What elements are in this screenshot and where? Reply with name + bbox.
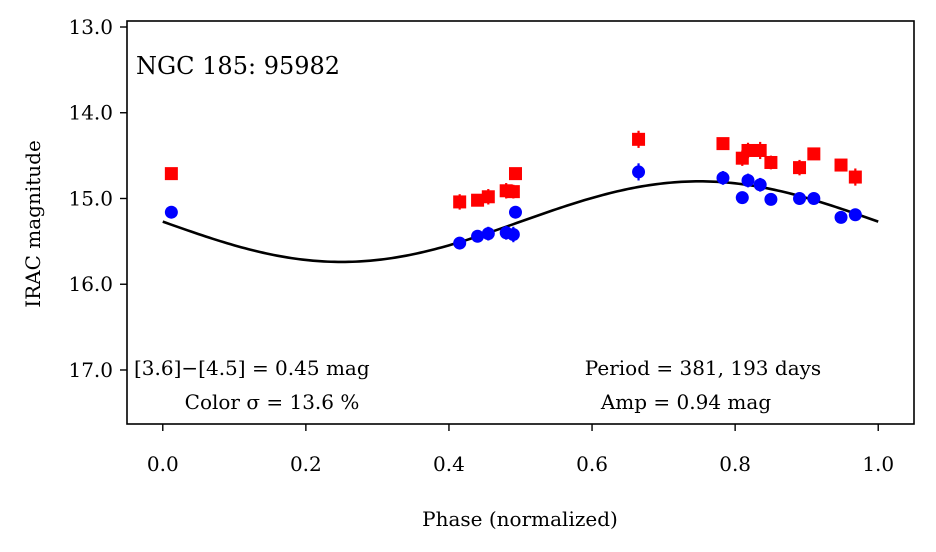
- data-point-circle: [471, 229, 485, 243]
- data-point-square: [506, 185, 520, 199]
- period-annotation: Period = 381, 193 days: [585, 356, 821, 380]
- data-points-layer: [164, 130, 862, 250]
- color-sigma-annotation: Color σ = 13.6 %: [185, 390, 360, 414]
- data-point-square: [508, 167, 522, 181]
- y-tick-label: 15.0: [68, 186, 113, 210]
- data-point-circle: [164, 205, 178, 219]
- data-point-circle: [741, 173, 755, 187]
- data-point-square: [834, 158, 848, 172]
- data-point-circle: [793, 191, 807, 205]
- data-point-circle: [508, 205, 522, 219]
- data-point-circle: [764, 192, 778, 206]
- data-point-circle: [453, 236, 467, 250]
- data-point-circle: [753, 178, 767, 192]
- data-point-square: [453, 195, 467, 209]
- data-point-circle: [481, 227, 495, 241]
- data-point-circle: [807, 191, 821, 205]
- data-point-square: [764, 155, 778, 169]
- data-point-square: [471, 193, 485, 207]
- x-tick-label: 0.6: [576, 452, 608, 476]
- amplitude-annotation: Amp = 0.94 mag: [600, 390, 771, 414]
- data-point-circle: [834, 210, 848, 224]
- x-axis-ticks: 0.0 0.2 0.4 0.6 0.8 1.0: [147, 424, 894, 476]
- data-point-circle: [716, 171, 730, 185]
- x-tick-label: 0.2: [290, 452, 322, 476]
- chart-title: NGC 185: 95982: [136, 52, 340, 80]
- plot-area: [162, 130, 879, 264]
- data-point-square: [741, 143, 755, 157]
- y-tick-label: 13.0: [68, 15, 113, 39]
- data-point-circle: [632, 165, 646, 179]
- data-point-square: [848, 170, 862, 184]
- data-point-square: [753, 143, 767, 157]
- color-annotation: [3.6]−[4.5] = 0.45 mag: [134, 356, 370, 380]
- data-point-square: [793, 161, 807, 175]
- y-tick-label: 14.0: [68, 101, 113, 125]
- data-point-square: [716, 137, 730, 151]
- data-point-circle: [735, 191, 749, 205]
- red-square-series: [164, 130, 862, 210]
- data-point-square: [481, 190, 495, 204]
- x-tick-label: 0.0: [147, 452, 179, 476]
- x-axis-label: Phase (normalized): [422, 507, 618, 531]
- blue-circle-series: [164, 163, 862, 250]
- data-point-circle: [506, 228, 520, 242]
- y-axis-ticks: 13.0 14.0 15.0 16.0 17.0: [68, 15, 127, 382]
- y-axis-label: IRAC magnitude: [21, 140, 45, 308]
- axes-frame: [126, 20, 915, 425]
- data-point-circle: [848, 208, 862, 222]
- data-point-square: [164, 167, 178, 181]
- x-tick-label: 0.4: [433, 452, 465, 476]
- data-point-square: [632, 132, 646, 146]
- x-tick-label: 1.0: [862, 452, 894, 476]
- x-tick-label: 0.8: [719, 452, 751, 476]
- y-tick-label: 16.0: [68, 272, 113, 296]
- y-tick-label: 17.0: [68, 358, 113, 382]
- data-point-square: [807, 147, 821, 161]
